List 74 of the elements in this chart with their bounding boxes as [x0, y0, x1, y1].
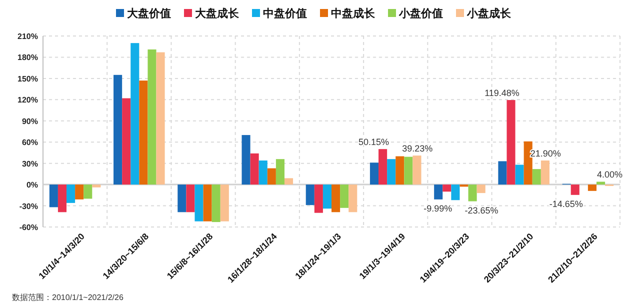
- bar: [498, 161, 507, 185]
- bar: [540, 160, 550, 185]
- legend-label: 大盘价值: [127, 7, 171, 20]
- bar: [284, 178, 294, 185]
- data-label: -23.65%: [464, 205, 498, 216]
- bar: [348, 184, 358, 212]
- legend-label: 小盘价值: [398, 7, 443, 20]
- data-label: 50.15%: [358, 137, 390, 148]
- bar: [258, 160, 268, 185]
- bar: [476, 184, 486, 194]
- bar: [378, 149, 388, 185]
- bar: [322, 184, 332, 209]
- legend-label: 中盘成长: [331, 7, 376, 20]
- data-label: 4.00%: [597, 170, 623, 180]
- y-tick-label: -30%: [19, 202, 38, 211]
- bar: [276, 159, 284, 185]
- bar: [203, 184, 212, 222]
- bar: [66, 184, 76, 203]
- y-tick-label: 60%: [22, 138, 38, 148]
- bar: [468, 184, 477, 202]
- y-tick-label: -60%: [19, 223, 38, 232]
- bar: [267, 168, 276, 185]
- y-tick-label: 30%: [22, 159, 38, 168]
- bar: [396, 156, 404, 185]
- bar: [451, 184, 460, 200]
- y-tick-label: 210%: [18, 32, 38, 41]
- bar: [156, 52, 165, 185]
- bar: [194, 184, 204, 222]
- legend-label: 中盘价值: [263, 7, 307, 20]
- bar: [442, 184, 452, 192]
- bar: [588, 184, 596, 191]
- bar: [515, 164, 524, 185]
- bar: [58, 184, 67, 212]
- bar: [370, 162, 379, 185]
- y-tick-label: 120%: [18, 96, 38, 105]
- bar: [84, 184, 92, 199]
- data-label: -14.65%: [549, 198, 583, 209]
- y-tick-label: 150%: [18, 74, 38, 84]
- y-tick-label: 0%: [26, 180, 38, 190]
- bar: [130, 43, 140, 185]
- data-label: -9.99%: [424, 203, 452, 214]
- bar: [340, 184, 349, 208]
- bar: [314, 184, 323, 213]
- bar: [332, 184, 340, 212]
- bar: [148, 49, 156, 185]
- bar: [139, 80, 148, 185]
- data-label: 39.23%: [402, 144, 433, 154]
- bar: [49, 184, 58, 208]
- bar: [506, 100, 516, 185]
- bar: [532, 169, 541, 185]
- bar: [92, 184, 101, 188]
- bar: [186, 184, 195, 212]
- data-label: 119.48%: [484, 88, 520, 98]
- bar: [596, 182, 606, 185]
- bar: [75, 184, 84, 200]
- bar: [570, 184, 580, 195]
- y-tick-label: 180%: [18, 53, 38, 62]
- bar: [306, 184, 314, 206]
- bar: [250, 153, 259, 185]
- text: 数据范围：2010/1/1~2021/2/26: [12, 293, 124, 302]
- legend-label: 大盘成长: [195, 7, 240, 20]
- bar: [387, 159, 396, 185]
- bar: [434, 184, 443, 200]
- bar: [212, 184, 220, 222]
- bar: [524, 141, 532, 185]
- bar: [122, 98, 131, 185]
- bar: [220, 184, 229, 222]
- bar: [412, 156, 422, 185]
- bar: [242, 135, 250, 185]
- y-tick-label: 90%: [22, 116, 38, 126]
- bar: [178, 184, 186, 212]
- bar: [404, 156, 413, 185]
- legend-label: 小盘成长: [466, 7, 512, 20]
- bar: [114, 74, 122, 185]
